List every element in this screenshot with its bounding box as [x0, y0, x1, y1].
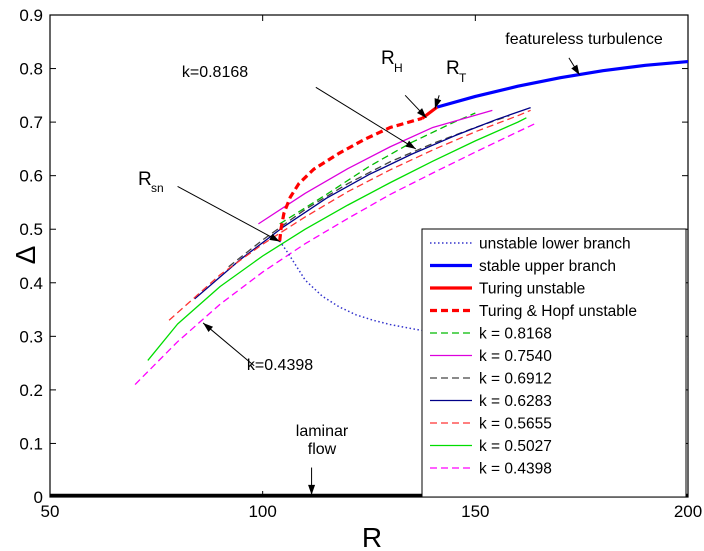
y-tick-label: 0.4 [19, 274, 43, 293]
y-tick-label: 0.5 [19, 220, 43, 239]
series-k-0-6283 [194, 107, 531, 300]
annotation-arrowhead-laminar [308, 484, 316, 495]
series-k-0-5655 [168, 109, 531, 321]
annotation-r-t: R T [446, 58, 467, 85]
legend-label: unstable lower branch [479, 236, 631, 253]
x-tick-label: 200 [674, 502, 702, 521]
svg-text:sn: sn [151, 181, 164, 195]
annotation-arrow-line-k08168 [315, 86, 417, 150]
svg-text:k=0.8168: k=0.8168 [182, 64, 248, 81]
plot-frame [49, 14, 689, 498]
svg-text:R: R [446, 58, 460, 79]
y-tick-label: 0.9 [19, 6, 43, 25]
legend-label: k = 0.6912 [479, 371, 552, 388]
svg-text:T: T [459, 71, 467, 85]
legend-label: k = 0.6283 [479, 393, 552, 410]
svg-text:H: H [394, 61, 403, 75]
series-stable-upper-branch [436, 59, 689, 109]
y-tick-label: 0.6 [19, 167, 43, 186]
y-tick-label: 0.7 [19, 113, 43, 132]
series-k-0-4398 [134, 123, 536, 385]
x-tick-label: 50 [41, 502, 60, 521]
axis-ticks: 50 100 150 200 0 0.1 0.2 0.3 0.4 0.5 0.6 0.7 0.8 0.9 [19, 6, 702, 521]
legend-label: Turing & Hopf unstable [479, 303, 637, 320]
x-tick-label: 100 [248, 502, 276, 521]
legend-label: k = 0.7540 [479, 348, 552, 365]
series-k-0-5027 [147, 117, 527, 361]
annotation-arrowhead-turb [571, 64, 580, 75]
legend-label: Turing unstable [479, 281, 585, 298]
y-tick-label: 0.2 [19, 381, 43, 400]
annotation-laminar-flow: laminar flow [296, 423, 349, 458]
annotation-k-08168: k=0.8168 [182, 64, 248, 81]
y-tick-label: 0.8 [19, 60, 43, 79]
y-tick-label: 0 [34, 488, 43, 507]
legend-label: k = 0.5027 [479, 438, 552, 455]
svg-text:R: R [138, 169, 152, 190]
series-k-0-7540 [258, 109, 493, 225]
svg-text:Δ: Δ [10, 246, 41, 265]
y-axis-label: Δ [10, 246, 41, 265]
annotation-arrow-line-rsn [177, 185, 280, 242]
annotation-arrowhead-k08168 [405, 140, 416, 149]
annotation-arrowhead-rt [434, 98, 442, 109]
svg-text:R: R [381, 48, 395, 69]
series-turing-hopf-unstable [278, 116, 423, 242]
legend: unstable lower branch stable upper branch… [421, 228, 687, 498]
svg-text:featureless turbulence: featureless turbulence [505, 31, 663, 48]
legend-box [421, 228, 687, 498]
svg-text:k=0.4398: k=0.4398 [247, 357, 313, 374]
svg-text:laminar: laminar [296, 423, 349, 440]
annotation-r-sn: R sn [138, 169, 164, 195]
annotation-k-04398: k=0.4398 [247, 357, 313, 374]
annotation-arrows [177, 57, 580, 495]
annotation-featureless-turbulence: featureless turbulence [505, 31, 663, 48]
svg-text:flow: flow [308, 441, 337, 458]
series-unstable-lower-branch [279, 240, 689, 358]
series-k-0-8168 [279, 112, 476, 225]
legend-label: stable upper branch [479, 258, 616, 275]
y-tick-label: 0.3 [19, 327, 43, 346]
y-tick-label: 0.1 [19, 434, 43, 453]
legend-label: k = 0.8168 [479, 326, 552, 343]
annotation-arrowhead-rsn [269, 233, 280, 242]
annotation-arrow-line-k04398 [202, 322, 255, 367]
annotation-arrowhead-rh [417, 108, 427, 118]
x-axis-label: R [362, 522, 382, 551]
x-tick-label: 150 [461, 502, 489, 521]
legend-label: k = 0.5655 [479, 416, 552, 433]
annotation-arrowhead-k04398 [203, 322, 214, 333]
annotation-r-h: R H [381, 48, 403, 75]
legend-label: k = 0.4398 [479, 461, 552, 478]
